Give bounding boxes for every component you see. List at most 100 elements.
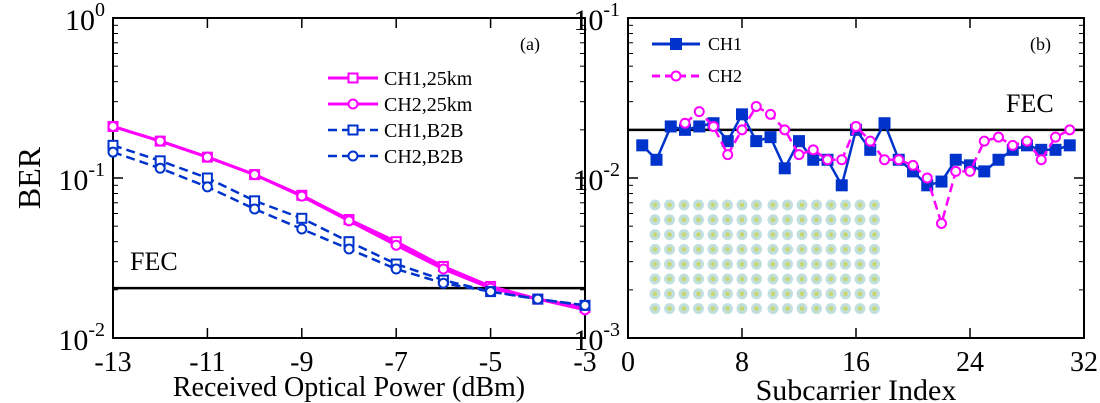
constellation-center xyxy=(696,217,701,223)
constellation-center xyxy=(770,291,776,297)
constellation-center xyxy=(710,276,716,282)
y-tick-exponent: -3 xyxy=(603,319,620,341)
data-point xyxy=(664,120,677,133)
data-point xyxy=(693,106,705,118)
constellation-center xyxy=(739,232,745,238)
constellation-center xyxy=(828,217,834,223)
constellation-center xyxy=(799,306,805,311)
data-point xyxy=(835,179,848,192)
data-point xyxy=(907,159,919,171)
data-point xyxy=(836,154,848,166)
data-point xyxy=(107,120,119,132)
constellation-center xyxy=(770,247,776,252)
constellation-center xyxy=(754,306,759,311)
constellation-center xyxy=(814,306,819,311)
constellation-center xyxy=(681,261,687,267)
constellation-center xyxy=(799,261,805,267)
constellation-center xyxy=(681,247,687,252)
constellation-center xyxy=(843,202,848,208)
constellation-center xyxy=(667,232,672,238)
data-point xyxy=(343,243,355,255)
constellation-center xyxy=(725,202,730,208)
x-tick-label: 8 xyxy=(735,347,749,378)
legend-label: CH2 xyxy=(708,66,742,86)
constellation-center xyxy=(754,247,759,252)
constellation-center xyxy=(681,217,687,223)
constellation-center xyxy=(857,306,863,311)
data-point xyxy=(154,135,166,147)
y-tick-exponent: 0 xyxy=(95,0,105,21)
constellation-center xyxy=(652,261,658,267)
legend-marker xyxy=(347,150,359,162)
constellation-center xyxy=(799,291,805,297)
constellation-center xyxy=(799,217,805,223)
data-point xyxy=(437,277,449,289)
constellation-center xyxy=(710,247,716,252)
constellation-insets xyxy=(649,199,880,315)
data-point xyxy=(1050,131,1061,143)
constellation-center xyxy=(785,276,790,282)
panel-a-fec-label: FEC xyxy=(130,247,178,276)
x-tick-label: -9 xyxy=(290,347,313,378)
data-point xyxy=(437,263,449,275)
data-point xyxy=(296,190,308,202)
constellation-center xyxy=(652,232,658,238)
data-point xyxy=(978,165,991,178)
constellation-center xyxy=(799,247,805,252)
constellation-center xyxy=(770,202,776,208)
constellation-center xyxy=(739,261,745,267)
constellation-center xyxy=(814,217,819,223)
constellation-center xyxy=(652,202,658,208)
legend-marker xyxy=(670,38,682,50)
constellation-center xyxy=(814,291,819,297)
data-point xyxy=(1021,135,1033,147)
constellation-center xyxy=(696,232,701,238)
data-point xyxy=(949,153,962,166)
constellation-center xyxy=(872,276,877,282)
constellation-center xyxy=(725,232,730,238)
constellation-center xyxy=(799,202,805,208)
legend-label: CH1 xyxy=(708,34,742,54)
constellation-center xyxy=(785,261,790,267)
x-tick-label: 0 xyxy=(621,347,635,378)
data-point xyxy=(935,175,948,188)
data-point xyxy=(764,131,777,144)
constellation-center xyxy=(739,202,745,208)
panel-b-x-ticks: 0 8 16 24 32 xyxy=(621,18,1098,378)
x-tick-label: -11 xyxy=(189,347,225,378)
constellation-center xyxy=(710,217,716,223)
constellation-center xyxy=(857,276,863,282)
data-point xyxy=(893,154,905,166)
constellation-center xyxy=(681,232,687,238)
constellation-center xyxy=(828,232,834,238)
data-point xyxy=(532,293,544,305)
constellation-center xyxy=(770,232,776,238)
constellation-center xyxy=(667,306,672,311)
constellation-center xyxy=(857,202,863,208)
data-point xyxy=(964,165,976,177)
panel-b-series xyxy=(636,100,1076,229)
constellation-center xyxy=(725,306,730,311)
constellation-center xyxy=(725,291,730,297)
data-point xyxy=(201,151,213,163)
constellation-center xyxy=(754,202,759,208)
constellation-center xyxy=(681,306,687,311)
constellation-center xyxy=(725,261,730,267)
constellation-center xyxy=(770,261,776,267)
data-point xyxy=(1007,139,1019,151)
constellation-center xyxy=(785,247,790,252)
constellation-center xyxy=(652,306,658,311)
data-point xyxy=(807,144,819,156)
constellation-center xyxy=(710,291,716,297)
constellation-center xyxy=(710,306,716,311)
constellation-center xyxy=(739,217,745,223)
constellation-center xyxy=(710,232,716,238)
y-tick-label: 10-3 xyxy=(573,319,620,357)
data-point xyxy=(390,263,402,275)
constellation-center xyxy=(652,217,658,223)
constellation-center xyxy=(799,276,805,282)
panel-b-fec-label: FEC xyxy=(1006,89,1054,118)
data-point xyxy=(850,120,862,132)
constellation-center xyxy=(725,217,730,223)
data-point xyxy=(390,239,402,251)
